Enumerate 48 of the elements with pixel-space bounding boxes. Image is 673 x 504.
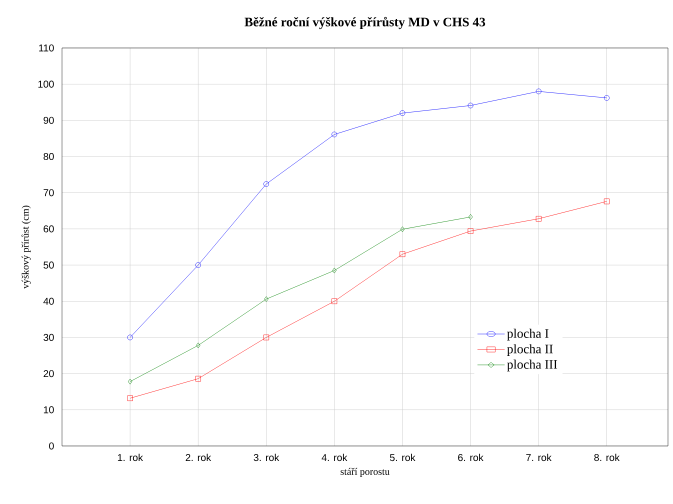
x-tick-label: 6. rok (458, 454, 484, 462)
x-tick-label: 5. rok (390, 454, 416, 462)
x-tick-label: 2. rok (186, 454, 212, 462)
point (263, 181, 270, 187)
point (604, 95, 610, 101)
point (195, 262, 201, 268)
y-tick-label: 50 (44, 262, 54, 269)
point (400, 251, 406, 258)
x-tick-label: 1. rok (118, 454, 144, 462)
y-tick-label: 20 (44, 370, 54, 378)
y-tick-label: 110 (39, 44, 54, 52)
point (400, 110, 406, 116)
point (604, 198, 610, 204)
point (332, 298, 338, 304)
chart-title: Běžné roční výškové přírůsty MD v CHS 43 (244, 16, 486, 30)
point (468, 228, 474, 234)
legend-label: plocha I (507, 328, 548, 340)
point (127, 395, 133, 402)
point (128, 378, 132, 384)
y-tick-label: 90 (44, 116, 54, 124)
x-tick-label: 4. rok (322, 454, 348, 462)
x-tick-label: 8. rok (594, 454, 620, 462)
point (468, 214, 473, 220)
point (400, 226, 405, 232)
point (127, 334, 133, 340)
legend-label: plocha II (507, 344, 553, 356)
point (195, 376, 201, 382)
x-tick-label: 3. rok (254, 454, 280, 462)
point (536, 216, 542, 222)
y-tick-label: 80 (44, 153, 54, 160)
point (263, 334, 270, 340)
x-axis-title: stáří porostu (340, 468, 390, 477)
point (468, 102, 474, 108)
y-axis-title: výškový přírůst (cm) (21, 206, 31, 289)
point (332, 268, 337, 274)
x-tick-label: 7. rok (526, 454, 552, 462)
y-tick-label: 70 (44, 189, 54, 196)
point (196, 342, 200, 348)
point (332, 132, 338, 138)
y-tick-label: 40 (43, 298, 54, 305)
legend-label: plocha III (507, 360, 558, 372)
y-tick-label: 0 (49, 442, 54, 450)
y-tick-label: 10 (44, 406, 54, 414)
y-tick-label: 30 (44, 334, 54, 341)
point (264, 296, 268, 302)
y-tick-label: 100 (38, 80, 54, 88)
y-tick-label: 60 (44, 225, 54, 232)
point (536, 88, 542, 94)
